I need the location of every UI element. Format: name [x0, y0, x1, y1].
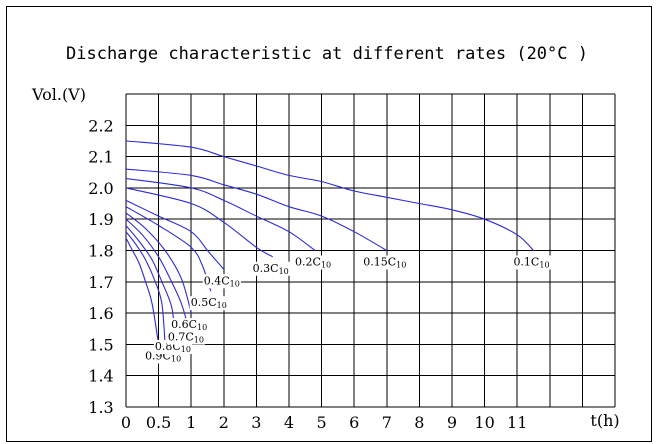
curve-0-3c10	[125, 187, 273, 258]
curve-label-subscript: 10	[181, 345, 191, 354]
curve-label-subscript: 10	[197, 323, 207, 332]
y-tick-label: 1.7	[88, 273, 113, 292]
x-tick-label: 11	[507, 413, 527, 432]
curve-label-rate: 0.1C	[513, 256, 539, 269]
curve-label-text: 0.7C10	[168, 331, 204, 345]
curve-0-4c10	[125, 199, 225, 270]
x-tick-label: 5	[317, 413, 327, 432]
curve-label-text: 0.3C10	[253, 262, 289, 276]
curve-label-0-3c10: 0.3C10	[251, 261, 290, 276]
curve-0-8c10	[125, 225, 176, 336]
curve-1c10	[125, 237, 160, 345]
x-tick-labels: 0 0.5 1 2 3 4 5 6 7 8 9 10 11	[121, 413, 527, 432]
y-axis-label: Vol.(V)	[31, 85, 86, 104]
curve-label-background	[251, 261, 290, 276]
curve-label-subscript: 10	[396, 261, 406, 270]
y-tick-label: 2.2	[88, 116, 113, 135]
curve-label-text: 0.1C10	[513, 256, 549, 270]
curve-label-subscript: 10	[279, 267, 289, 276]
curve-labels: 1C100.9C100.8C100.7C100.6C100.5C100.4C10…	[142, 255, 551, 364]
x-tick-label: 1	[186, 413, 196, 432]
curve-label-background	[512, 255, 551, 270]
curve-label-rate: 0.7C	[168, 331, 194, 344]
curve-label-0-15c10: 0.15C10	[362, 255, 408, 270]
grid	[125, 93, 616, 408]
curve-label-rate: 0.15C	[363, 256, 396, 269]
y-tick-label: 1.4	[88, 367, 113, 386]
curve-label-rate: 0.2C	[295, 256, 321, 269]
curve-0-2c10	[125, 177, 316, 251]
y-tick-label: 1.5	[88, 335, 113, 354]
curve-label-subscript: 10	[321, 261, 331, 270]
curve-label-text: 0.4C10	[204, 274, 240, 288]
x-tick-label: 10	[474, 413, 494, 432]
curve-label-subscript: 10	[171, 354, 181, 363]
x-tick-label: 7	[382, 413, 392, 432]
x-tick-label: 0.5	[146, 413, 171, 432]
curve-label-0-5c10: 0.5C10	[189, 296, 228, 311]
curve-label-0-6c10: 0.6C10	[170, 318, 209, 333]
curve-0-5c10	[125, 206, 212, 292]
curve-label-subscript: 10	[194, 336, 204, 345]
curve-0-9c10	[125, 231, 166, 345]
x-axis-label: t(h)	[590, 411, 619, 430]
curve-label-background	[362, 255, 408, 270]
curve-label-text: 0.6C10	[171, 318, 207, 332]
x-tick-label: 2	[219, 413, 229, 432]
x-tick-label: 8	[414, 413, 424, 432]
chart-frame: Discharge characteristic at different ra…	[6, 6, 652, 442]
curve-0-15c10	[125, 168, 388, 251]
curve-label-text: 0.15C10	[363, 256, 406, 270]
curve-label-text: 0.5C10	[191, 296, 227, 310]
x-tick-label: 3	[251, 413, 261, 432]
curve-label-background	[202, 274, 241, 289]
curve-label-subscript: 10	[217, 301, 227, 310]
curve-label-rate: 0.4C	[204, 274, 230, 287]
discharge-chart: Discharge characteristic at different ra…	[31, 44, 620, 432]
curve-label-background	[294, 255, 333, 270]
x-tick-label: 9	[447, 413, 457, 432]
curve-label-rate: 0.5C	[191, 296, 217, 309]
discharge-curves	[125, 140, 534, 345]
y-tick-label: 1.8	[88, 242, 113, 261]
y-tick-label: 1.6	[88, 304, 113, 323]
curve-label-background	[170, 318, 209, 333]
curve-0-7c10	[125, 218, 189, 326]
y-tick-label: 2.1	[88, 148, 113, 167]
x-tick-label: 0	[121, 413, 131, 432]
curve-label-rate: 0.3C	[253, 262, 279, 275]
curve-label-subscript: 10	[230, 279, 240, 288]
curve-label-0-7c10: 0.7C10	[166, 330, 205, 345]
curve-label-0-4c10: 0.4C10	[202, 274, 241, 289]
curve-label-0-1c10: 0.1C10	[512, 255, 551, 270]
curve-label-background	[189, 296, 228, 311]
y-tick-label: 1.3	[88, 398, 113, 417]
chart-title: Discharge characteristic at different ra…	[66, 44, 588, 64]
y-tick-label: 1.9	[88, 210, 113, 229]
x-tick-label: 6	[349, 413, 359, 432]
x-tick-label: 4	[284, 413, 294, 432]
y-tick-labels: 1.3 1.4 1.5 1.6 1.7 1.8 1.9 2.0 2.1 2.2	[88, 116, 113, 417]
curve-label-background	[166, 330, 205, 345]
curve-label-rate: 0.6C	[171, 318, 197, 331]
curve-label-0-2c10: 0.2C10	[294, 255, 333, 270]
curve-label-subscript: 10	[539, 261, 549, 270]
y-tick-label: 2.0	[88, 179, 113, 198]
curve-label-text: 0.2C10	[295, 256, 331, 270]
curve-0-6c10	[125, 212, 192, 314]
curve-0-1c10	[125, 140, 534, 251]
